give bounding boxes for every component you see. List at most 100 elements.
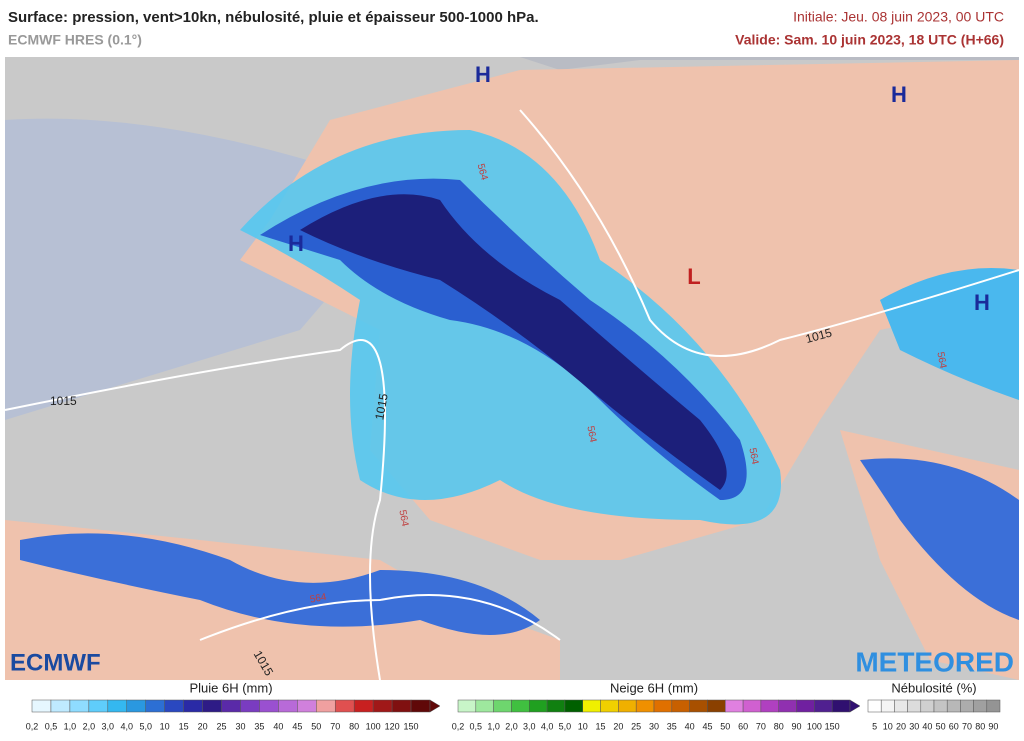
legend-swatch <box>960 699 974 713</box>
thickness-label: 564 <box>396 509 410 528</box>
legend-tick-label: 35 <box>667 721 677 731</box>
legend-tick-label: 50 <box>936 721 946 731</box>
legend-tick-label: 150 <box>404 721 419 731</box>
legend-tick-label: 70 <box>330 721 340 731</box>
legend-swatch <box>145 699 165 713</box>
legend-tick-label: 80 <box>975 721 985 731</box>
legend-tick-label: 60 <box>949 721 959 731</box>
legend-tick-label: 40 <box>922 721 932 731</box>
rain-alps <box>880 268 1019 400</box>
legend-tick-label: 70 <box>962 721 972 731</box>
legend-swatch <box>946 699 961 713</box>
thickness-label: 564 <box>309 592 328 606</box>
legend-swatch <box>334 699 355 713</box>
legend-swatch <box>511 699 530 713</box>
legend-tick-label: 4,0 <box>121 721 134 731</box>
legends: Pluie 6H (mm) 0,2 0,5 1,0 2,0 3,0 4,0 5,0 10 15 20… <box>26 680 1001 731</box>
legend-swatch <box>391 699 412 713</box>
legend-swatch <box>50 699 71 713</box>
legend-tick-label: 40 <box>685 721 695 731</box>
legend-tick-label: 80 <box>349 721 359 731</box>
legend-swatch <box>316 699 336 713</box>
legend-tick-label: 100 <box>366 721 381 731</box>
legend-tick-label: 1,0 <box>64 721 77 731</box>
legend-tick-label: 4,0 <box>541 721 554 731</box>
legend-swatch <box>372 699 393 713</box>
legend-swatch <box>69 699 90 713</box>
rain-italy <box>860 458 1019 620</box>
legend-swatch <box>564 699 583 713</box>
legend-swatch <box>796 699 815 713</box>
legend-tick-label: 2,0 <box>83 721 96 731</box>
thickness-label: 564 <box>584 425 598 444</box>
legend-tick-label: 10 <box>160 721 170 731</box>
legend-tick-label: 0,5 <box>470 721 483 731</box>
legend-tick-label: 35 <box>254 721 264 731</box>
legend-arrow <box>849 699 861 713</box>
legend-swatch <box>986 699 1001 713</box>
legend-swatch <box>831 699 851 713</box>
atlantic <box>5 118 360 421</box>
legend-tick-label: 25 <box>217 721 227 731</box>
legend-swatch <box>907 699 922 713</box>
legend-swatch <box>546 699 566 713</box>
legend-tick-label: 90 <box>792 721 802 731</box>
legend-swatch <box>278 699 298 713</box>
legend-swatch <box>410 699 431 713</box>
valid-time: Valide: Sam. 10 juin 2023, 18 UTC (H+66) <box>735 32 1004 48</box>
initial-time: Initiale: Jeu. 08 juin 2023, 00 UTC <box>793 9 1004 25</box>
legend-tick-label: 15 <box>179 721 189 731</box>
legend-swatch <box>725 699 744 713</box>
legend-tick-label: 45 <box>702 721 712 731</box>
legend-title: Nébulosité (%) <box>891 680 976 695</box>
legend-tick-label: 2,0 <box>505 721 518 731</box>
legend-tick-label: 50 <box>311 721 321 731</box>
isobar-label: 1015 <box>804 325 834 346</box>
legend-swatch <box>31 699 52 713</box>
legend-swatch <box>457 699 477 713</box>
legend-swatch <box>689 699 708 713</box>
ecmwf-logo: ECMWF <box>10 649 101 676</box>
legend-swatch <box>867 699 882 713</box>
legend-tick-label: 5,0 <box>559 721 572 731</box>
legend-tick-label: 40 <box>273 721 283 731</box>
legend-tick-label: 10 <box>883 721 893 731</box>
isobar <box>4 339 386 681</box>
legend-swatch <box>920 699 935 713</box>
legend-tick-label: 20 <box>613 721 623 731</box>
legend-tick-label: 100 <box>807 721 822 731</box>
thickness-label: 564 <box>475 163 490 182</box>
legend-arrow <box>429 699 441 713</box>
legend-tick-label: 120 <box>385 721 400 731</box>
rain-heavy <box>300 194 727 490</box>
legend-tick-label: 0,5 <box>45 721 58 731</box>
rain-iberia <box>20 533 540 635</box>
legend-title: Pluie 6H (mm) <box>189 680 272 695</box>
legend-tick-label: 0,2 <box>26 721 39 731</box>
legend-tick-label: 30 <box>649 721 659 731</box>
title: Surface: pression, vent>10kn, nébulosité… <box>8 9 539 26</box>
legend-tick-label: 20 <box>198 721 208 731</box>
legend-tick-label: 20 <box>896 721 906 731</box>
model: ECMWF HRES (0.1°) <box>8 32 142 48</box>
legend-tick-label: 5,0 <box>139 721 152 731</box>
high-pressure: H <box>974 290 990 315</box>
isobar-label: 1015 <box>372 392 390 421</box>
legend-tick-label: 70 <box>756 721 766 731</box>
legend-swatch <box>973 699 988 713</box>
map: H H H H L 1015 1015 1015 1015 564 564 56… <box>4 57 1020 681</box>
legend-tick-label: 30 <box>235 721 245 731</box>
legend-swatch <box>126 699 146 713</box>
isobar <box>519 109 1020 357</box>
legend-swatch <box>297 699 317 713</box>
legend-swatch <box>475 699 494 713</box>
legend-swatch <box>107 699 128 713</box>
legend-tick-label: 0,2 <box>452 721 465 731</box>
legend-swatch <box>582 699 601 713</box>
legend-title: Neige 6H (mm) <box>610 680 698 695</box>
legend-swatch <box>259 699 279 713</box>
legend-swatch <box>240 699 260 713</box>
legend-swatch <box>164 699 184 713</box>
legend-swatch <box>933 699 948 713</box>
